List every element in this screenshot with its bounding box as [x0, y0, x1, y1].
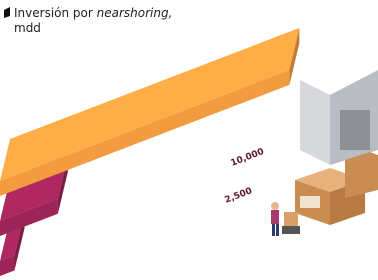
value-label: 50,000 [202, 131, 238, 153]
unit-label: mdd [14, 21, 41, 35]
title-emphasis: nearshoring, [97, 6, 173, 20]
title-text: Inversión por [14, 6, 93, 20]
legend: Inversión por nearshoring, mdd [4, 6, 172, 35]
chart: Inversión por nearshoring, mdd De enero … [0, 0, 378, 280]
warehouse-illustration [271, 70, 378, 236]
value-label: 2,500 [223, 186, 253, 206]
chart-title: Inversión por nearshoring, [14, 6, 172, 20]
legend-marker [4, 7, 10, 18]
value-label: 10,000 [229, 147, 265, 169]
